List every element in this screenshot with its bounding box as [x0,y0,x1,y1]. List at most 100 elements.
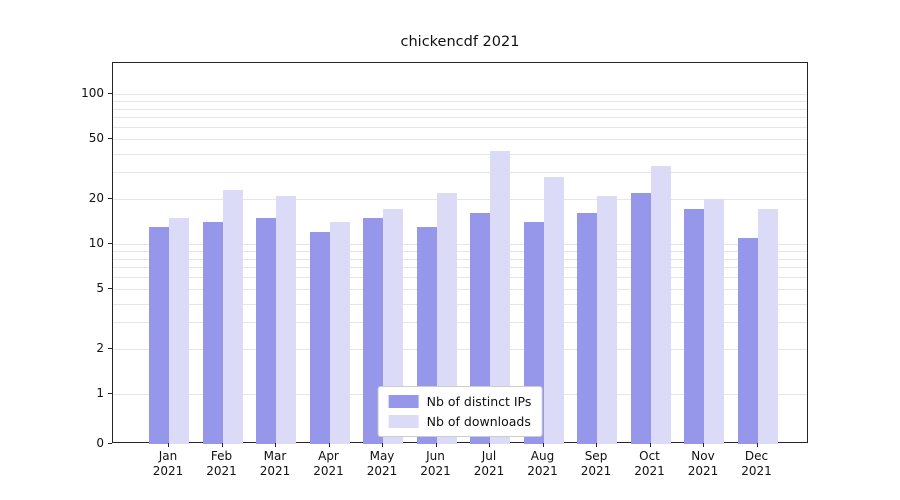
bar-downloads [436,192,457,444]
legend-swatch-downloads [388,415,419,428]
x-tick-label-line: Feb [210,449,233,463]
x-tick-label-line: 2021 [473,464,505,478]
x-tick-mark [168,443,169,447]
x-tick-mark [542,443,544,447]
x-tick-label-line: 2021 [152,464,184,478]
x-tick-mark [382,443,383,447]
bar-distinct-ips [309,232,330,444]
x-tick-label: Nov 2021 [674,449,732,479]
x-tick-label-line: Jan [158,449,178,463]
bar-distinct-ips [202,222,223,444]
y-tick-label: 10 [88,236,104,250]
x-tick-label-line: Dec [744,449,769,463]
bar-downloads [597,195,617,444]
bar-downloads [650,166,671,444]
x-tick-mark [489,443,490,447]
y-tick-mark [108,288,112,290]
x-tick-label: Apr 2021 [300,449,358,479]
gridline [113,139,807,141]
x-tick-mark [703,443,704,447]
y-tick-mark [108,138,112,140]
x-tick-label-line: 2021 [420,464,451,478]
y-tick-label: 0 [96,436,104,450]
x-tick-mark [435,443,437,447]
y-tick-label: 5 [96,281,104,296]
x-tick-label-line: 2021 [259,464,291,478]
x-tick-label: Dec 2021 [728,449,786,479]
x-tick-label: Aug 2021 [514,449,572,479]
x-tick-label-line: Mar [263,449,287,463]
y-tick-mark [108,197,112,199]
x-tick-label: Mar 2021 [246,449,304,479]
y-tick-label: 20 [88,190,104,205]
x-tick-label-line: 2021 [741,464,772,478]
x-tick-label: Jun 2021 [407,449,465,479]
x-tick-label-line: 2021 [527,464,558,478]
x-tick-label-line: 2021 [366,464,398,478]
bar-downloads [757,209,778,444]
gridline [113,303,807,305]
x-tick-label-line: 2021 [634,464,665,478]
x-tick-label: Feb 2021 [193,449,251,479]
gridline [113,258,807,260]
gridline [113,153,807,155]
gridline [113,322,807,324]
x-tick-label-line: Aug [530,449,555,463]
x-tick-mark [649,443,651,447]
gridline [113,100,807,102]
gridline [113,172,807,174]
x-tick-label-line: Oct [639,449,660,463]
gridline [113,250,807,252]
y-tick-mark [108,243,112,244]
bar-distinct-ips [630,192,651,444]
gridline [113,94,807,95]
gridline [113,244,807,245]
gridline [113,108,807,110]
x-tick-label-line: Sep [584,449,608,463]
bar-downloads [704,198,724,444]
gridline [113,267,807,269]
bar-distinct-ips [149,226,169,444]
legend-label-distinct-ips: Nb of distinct IPs [426,394,532,409]
x-tick-label-line: Apr [318,449,339,463]
legend-label-downloads: Nb of downloads [426,414,531,429]
legend: Nb of distinct IPs Nb of downloads [377,386,543,437]
bar-downloads [329,222,350,444]
y-tick-mark [108,347,112,349]
x-tick-label-line: 2021 [687,464,719,478]
x-tick-label-line: May [369,449,395,463]
bar-distinct-ips [256,217,276,444]
x-tick-mark [756,443,758,447]
y-tick-mark [108,443,112,444]
y-tick-mark [108,93,112,94]
bar-distinct-ips [684,209,704,444]
x-tick-label-line: Nov [691,449,715,463]
y-tick-label: 2 [96,340,104,355]
x-tick-label-line: 2021 [580,464,612,478]
bar-downloads [543,176,564,444]
gridline [113,198,807,200]
bar-downloads [383,209,403,444]
gridline [113,117,807,119]
plot-area [112,62,808,444]
x-tick-label-line: Jul [481,449,497,463]
x-tick-label: Oct 2021 [621,449,679,479]
bar-downloads [222,189,243,444]
x-tick-label-line: 2021 [313,464,344,478]
bar-downloads [490,150,510,444]
bar-distinct-ips [737,237,758,444]
y-tick-label: 100 [81,86,104,100]
gridline [113,277,807,279]
x-tick-mark [596,443,597,447]
legend-item-distinct-ips: Nb of distinct IPs [388,394,532,409]
bar-distinct-ips [577,213,597,444]
x-tick-mark [221,443,223,447]
legend-swatch-distinct-ips [388,395,419,408]
y-tick-mark [108,393,112,394]
x-tick-label: Jan 2021 [139,449,197,479]
x-tick-mark [328,443,330,447]
x-tick-label-line: Jun [426,449,445,463]
x-tick-label-line: 2021 [206,464,237,478]
y-tick-label: 50 [88,131,104,146]
